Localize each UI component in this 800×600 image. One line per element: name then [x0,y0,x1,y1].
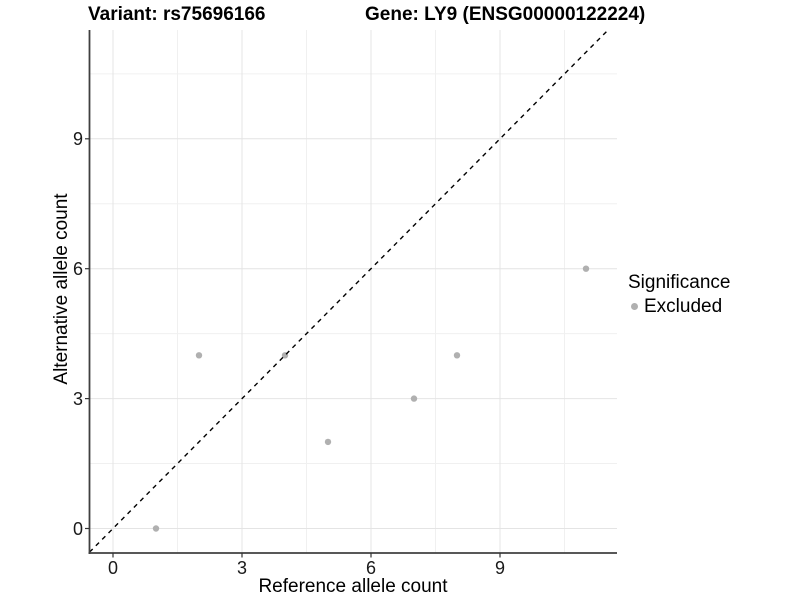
data-point [195,352,203,359]
x-tick-label: 9 [494,558,506,578]
y-tick-label: 0 [72,518,83,539]
y-tick-label: 9 [72,128,83,149]
legend-point-icon [631,303,638,310]
data-point [152,525,160,532]
legend: Significance Excluded [628,271,730,317]
y-axis-title: Alternative allele count [51,193,72,385]
legend-items: Excluded [628,296,730,317]
y-tick-label: 3 [72,388,83,409]
x-tick-label: 6 [365,558,377,578]
legend-item-label: Excluded [644,295,723,317]
plot-title-variant: Variant: rs75696166 [88,4,266,25]
y-tick-label: 6 [72,258,83,279]
identity-reference-line [89,29,609,553]
x-axis-title: Reference allele count [258,576,448,597]
legend-item: Excluded [628,296,730,317]
data-point [324,438,332,446]
legend-title: Significance [628,272,731,293]
data-point [453,352,461,359]
data-point [582,265,590,272]
plot-title-gene: Gene: LY9 (ENSG00000122224) [365,4,646,25]
x-tick-label: 3 [236,558,248,578]
data-point [410,395,418,402]
x-tick-label: 0 [107,558,119,578]
